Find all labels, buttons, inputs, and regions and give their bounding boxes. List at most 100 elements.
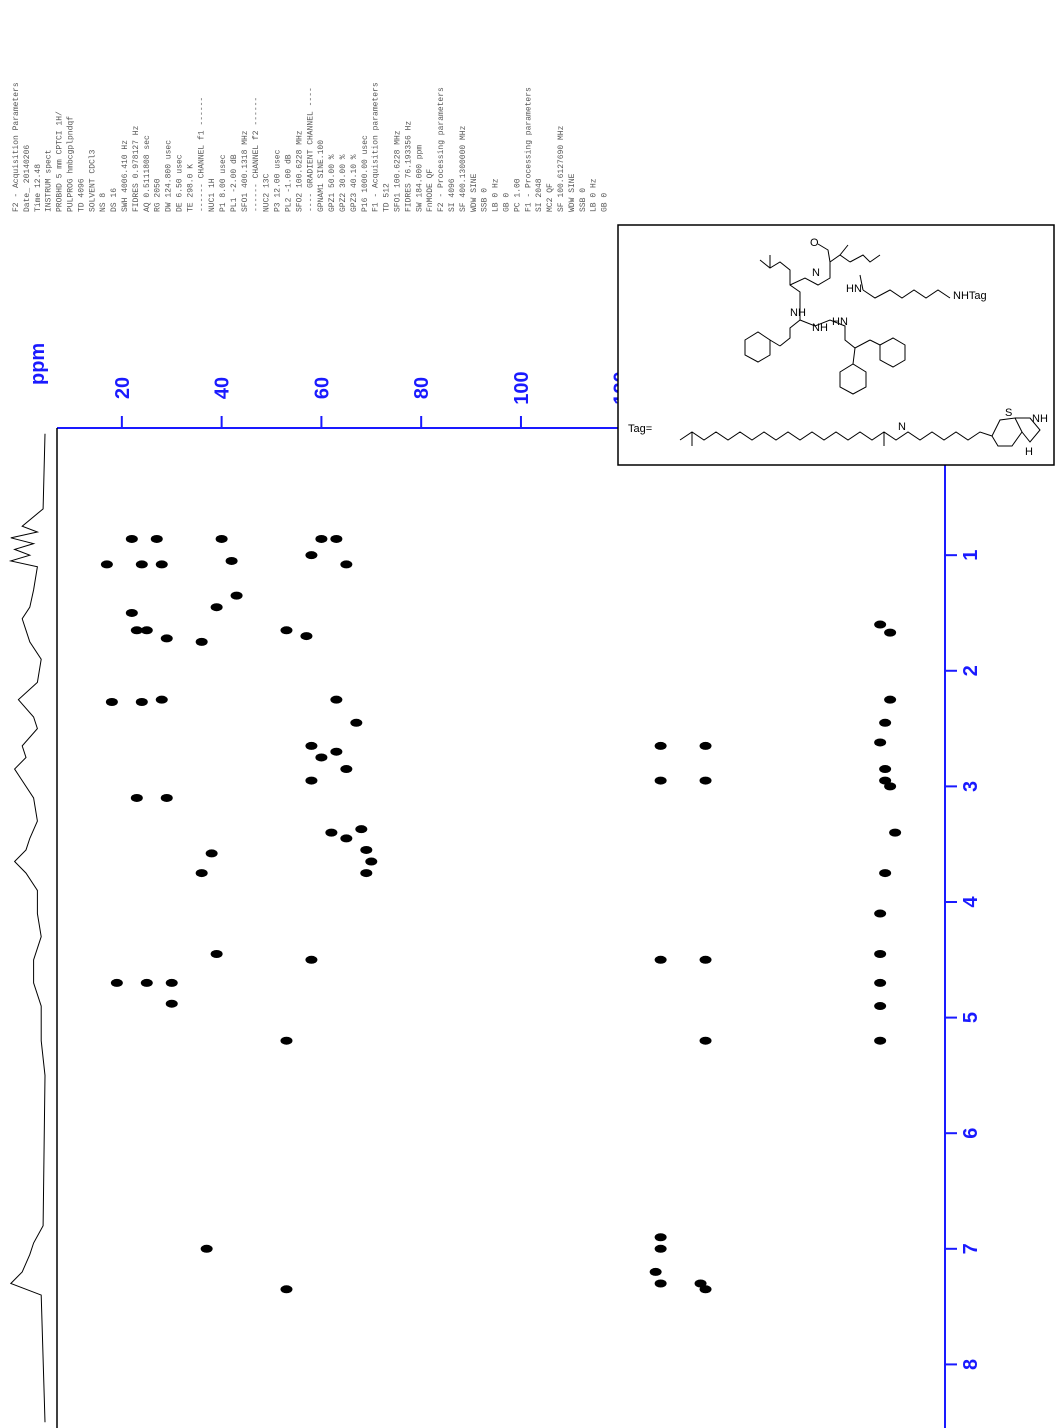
y-tick-label: 3 (960, 781, 982, 792)
cross-peak (325, 829, 337, 837)
cross-peak (196, 638, 208, 646)
y-tick-label: 2 (960, 665, 982, 676)
cross-peak (655, 1279, 667, 1287)
cross-peak (330, 535, 342, 543)
atom-label: HN (846, 283, 862, 295)
parameter-line: ------ CHANNEL f2 ------ (252, 97, 261, 212)
cross-peak (360, 846, 372, 854)
cross-peak (156, 560, 168, 568)
parameter-line: F1 - Processing parameters (524, 87, 533, 212)
parameter-line: DE 6.50 usec (176, 154, 185, 212)
cross-peak (315, 753, 327, 761)
cross-peak (101, 560, 113, 568)
cross-peak (305, 956, 317, 964)
cross-peak (879, 719, 891, 727)
cross-peak (280, 1037, 292, 1045)
cross-peak (700, 1285, 712, 1293)
tag-label: Tag= (628, 423, 652, 435)
cross-peak (879, 765, 891, 773)
cross-peak (874, 979, 886, 987)
parameter-line: FnMODE QF (426, 169, 435, 212)
parameter-line: WDW SINE (470, 173, 479, 212)
cross-peak (106, 698, 118, 706)
atom-label: N (812, 267, 820, 279)
cross-peak (206, 849, 218, 857)
parameter-line: PL2 -1.00 dB (285, 154, 294, 212)
parameter-line: Date_ 20140206 (23, 145, 32, 212)
parameter-line: INSTRUM spect (45, 150, 54, 212)
y-tick-label: 7 (960, 1243, 982, 1254)
parameter-line: RG 2050 (154, 178, 163, 212)
parameter-line: SSB 0 (481, 188, 490, 212)
cross-peak (156, 696, 168, 704)
cross-peak (196, 869, 208, 877)
parameter-line: PC 1.00 (513, 178, 522, 212)
parameter-line: F2 - Acquisition Parameters (12, 82, 21, 212)
parameter-line: F2 - Processing parameters (437, 87, 446, 212)
structure-inset: Tag= NHTag NH HN NH HN N O S NH H N (618, 225, 1054, 465)
cross-peak (300, 632, 312, 640)
cross-peak (884, 782, 896, 790)
cross-peak (889, 829, 901, 837)
parameter-line: ---- GRADIENT CHANNEL ---- (306, 87, 315, 212)
parameter-line: TD 4096 (77, 178, 86, 212)
atom-label: HN (832, 316, 848, 328)
x-tick-label: 60 (311, 377, 333, 399)
atom-label: NH (1032, 413, 1048, 425)
x-tick-label: 40 (212, 377, 234, 399)
cross-peak (211, 603, 223, 611)
cross-peak (141, 979, 153, 987)
cross-peak (650, 1268, 662, 1276)
cross-peak (330, 748, 342, 756)
parameter-line: P16 1000.00 usec (361, 135, 370, 212)
x-axis-label: ppm (27, 343, 49, 385)
cross-peak (280, 626, 292, 634)
cross-peak (330, 696, 342, 704)
x-tick-label: 80 (411, 377, 433, 399)
parameter-line: SSB 0 (579, 188, 588, 212)
parameter-line: FIDRES 76.193356 Hz (404, 121, 413, 212)
parameter-line: MC2 QF (546, 183, 555, 212)
cross-peak (355, 825, 367, 833)
parameter-line: Time 12.48 (34, 164, 43, 212)
parameter-line: GPZ2 30.00 % (339, 154, 348, 212)
cross-peak (874, 1002, 886, 1010)
y-tick-label: 4 (960, 896, 982, 908)
cross-peak (151, 535, 163, 543)
cross-peak (655, 1245, 667, 1253)
cross-peak (131, 794, 143, 802)
parameter-line: GPNAM1 SINE.100 (317, 140, 326, 212)
cross-peak (315, 535, 327, 543)
parameter-line: SFO1 400.1318 MHz (241, 130, 250, 212)
cross-peak (141, 626, 153, 634)
parameter-line: SFO1 100.6228 MHz (394, 130, 403, 212)
cross-peak (874, 910, 886, 918)
atom-label: N (898, 421, 906, 433)
chart: F2 - Acquisition ParametersDate_ 2014020… (0, 0, 1055, 1428)
cross-peak (226, 557, 238, 565)
parameter-line: NS 8 (99, 193, 108, 212)
parameter-line: AQ 0.5111808 sec (143, 135, 152, 212)
parameter-line: GB 0 (601, 193, 610, 212)
cross-peak (340, 765, 352, 773)
cross-peak (111, 979, 123, 987)
cross-peak (884, 629, 896, 637)
parameter-line: DW 124.800 usec (165, 140, 174, 212)
projection-trace (11, 434, 45, 1422)
y-tick-label: 8 (960, 1359, 982, 1370)
cross-peak (655, 1233, 667, 1241)
cross-peak (700, 956, 712, 964)
cross-peak (350, 719, 362, 727)
parameter-line: GPZ1 50.00 % (328, 154, 337, 212)
cross-peak (360, 869, 372, 877)
cross-peak (884, 696, 896, 704)
parameter-line: WDW SINE (568, 173, 577, 212)
parameter-line: SF 400.1300000 MHz (459, 125, 468, 212)
parameter-line: SI 4096 (448, 178, 457, 212)
atom-label: H (1025, 446, 1033, 458)
cross-peak (874, 1037, 886, 1045)
parameter-line: SOLVENT CDCl3 (88, 149, 97, 212)
x-tick-label: 20 (112, 377, 134, 399)
cross-peak (216, 535, 228, 543)
